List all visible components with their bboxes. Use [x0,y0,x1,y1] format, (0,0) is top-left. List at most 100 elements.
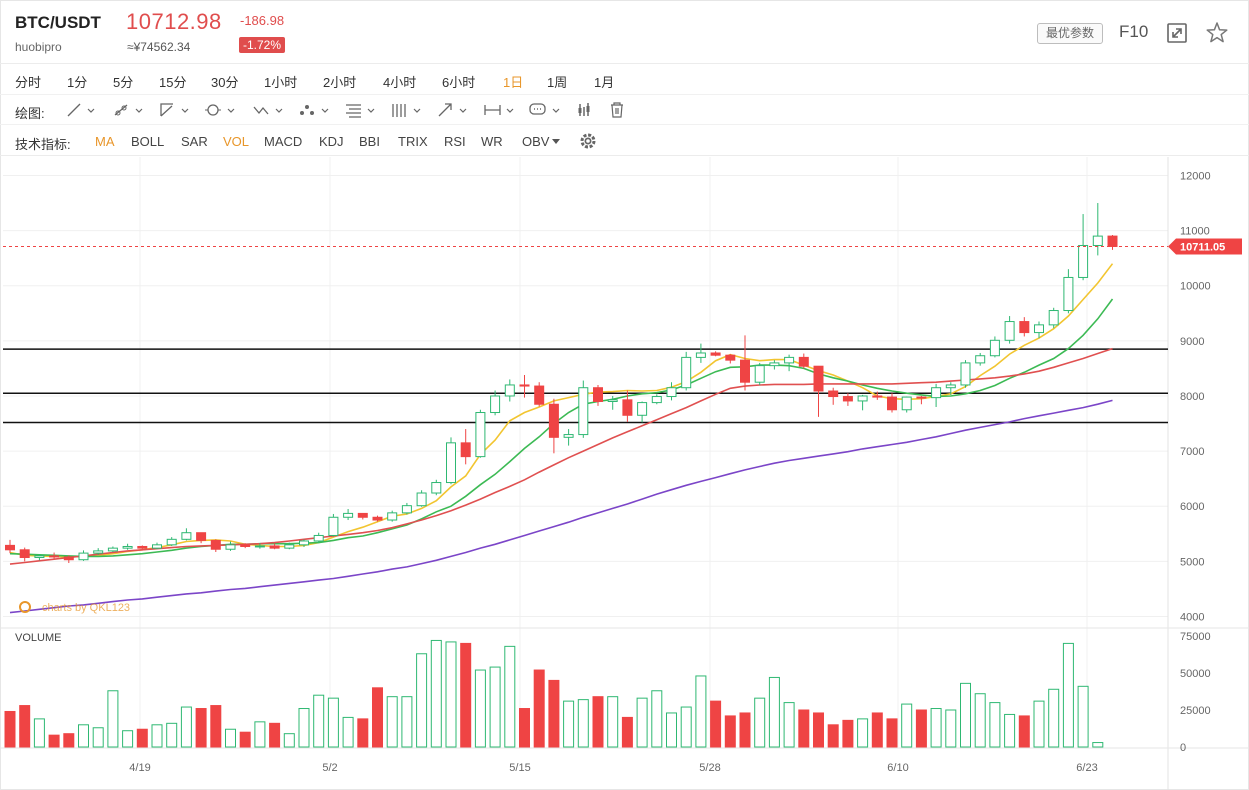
candle-body [725,354,736,361]
indicator-macd[interactable]: MACD [264,134,303,149]
indicator-ma[interactable]: MA [95,134,115,149]
ray-tool-icon[interactable] [110,99,144,121]
candle-body [313,534,324,542]
price-change: -186.98 [240,13,285,28]
volume-bar [666,712,677,748]
text-tool-icon[interactable] [527,99,561,121]
f10-button[interactable]: F10 [1119,22,1149,41]
candlestick-chart[interactable]: 4000 5000 6000 7000 8000 9000 10000 11000 12000 1… [0,157,1249,790]
arrow-tool-icon[interactable] [434,99,468,121]
volume-bar [166,722,178,748]
candle [695,343,706,363]
indicator-sar[interactable]: SAR [181,134,208,149]
fullscreen-icon[interactable] [1164,20,1190,46]
period-tab-1w[interactable]: 1周 [547,75,568,90]
indicator-kdj[interactable]: KDJ [319,134,344,149]
volume-bar [372,687,383,748]
drawing-tools-label: 绘图: [15,106,45,121]
volume-bar [78,724,89,748]
star-icon[interactable] [1204,20,1230,46]
candle-body [563,434,574,438]
candle [181,528,192,541]
ma-line-ma5 [9,263,1114,558]
period-tab-1mo[interactable]: 1月 [594,75,615,90]
obv-dropdown-chevron-icon[interactable] [551,138,561,146]
candle-body [842,396,853,402]
candle-body [401,505,412,514]
gann-tool-icon[interactable] [388,99,422,121]
period-tab-1min[interactable]: 1分 [67,75,88,90]
indicator-wr[interactable]: WR [481,134,503,149]
indicator-rsi[interactable]: RSI [444,134,466,149]
line-tool-icon[interactable] [62,99,96,121]
period-tab-5min[interactable]: 5分 [113,75,134,90]
chart-area[interactable]: 4000 5000 6000 7000 8000 9000 10000 11000 12000 1… [0,157,1249,790]
candle-body [1078,244,1089,278]
candle [269,543,280,550]
optimal-params-button[interactable]: 最优参数 [1037,23,1104,44]
period-tab-15min[interactable]: 15分 [159,75,187,90]
period-tab-30min[interactable]: 30分 [211,75,239,90]
candle [842,393,853,406]
candle-body [622,399,633,416]
wave-tool-icon[interactable] [250,99,284,121]
candle-body [254,545,265,548]
candle [872,391,883,400]
watermark-text: charts by QKL123 [42,602,130,614]
volume-bar [724,715,736,748]
fib-tool-icon[interactable] [342,99,376,121]
candle [137,545,148,550]
candle [225,541,236,551]
candle [710,351,721,357]
candle-body [446,442,456,484]
candle [740,335,750,391]
measure-tool-icon[interactable] [573,99,607,121]
candle-body [328,516,339,536]
candle-body [548,403,559,438]
price-tick-label: 8000 [1180,391,1204,403]
candle-body [578,387,589,436]
candle-body [798,356,809,367]
period-tab-4h[interactable]: 4小时 [383,75,417,90]
candle [1107,235,1118,250]
volume-bar [621,716,633,748]
indicator-bbi[interactable]: BBI [359,134,380,149]
volume-bar [1092,742,1104,748]
period-tab-2h[interactable]: 2小时 [323,75,357,90]
time-tick-label: 6/10 [887,762,908,774]
period-tab-6h[interactable]: 6小时 [442,75,476,90]
indicator-trix[interactable]: TRIX [398,134,428,149]
range-tool-icon[interactable] [481,99,515,121]
period-tab-1d[interactable]: 1日 [503,75,524,90]
volume-bar [945,709,957,748]
ma-line-ma60 [9,399,1113,614]
period-tab-time[interactable]: 分时 [15,75,42,90]
volume-bar [974,693,986,748]
volume-bar [151,724,163,748]
volume-bar [180,706,192,748]
candle [931,383,942,408]
watermark-logo-icon [19,601,31,613]
candle [637,401,648,423]
candle-body [989,339,1000,357]
pattern-tool-icon[interactable] [296,99,330,121]
last-price-label: 10711.05 [1180,242,1225,254]
trash-icon[interactable] [604,99,638,121]
price-tick-label: 12000 [1180,170,1211,182]
ticker-header: BTC/USDT huobipro 10712.98 ≈¥74562.34 -1… [0,0,1249,64]
circle-tool-icon[interactable] [202,99,236,121]
price-tick-label: 10000 [1180,281,1211,293]
volume-bar [122,730,134,748]
volume-bar [1062,642,1074,748]
indicator-boll[interactable]: BOLL [131,134,165,149]
gear-icon[interactable] [578,131,598,151]
volume-bar [225,728,236,748]
indicator-obv[interactable]: OBV [522,134,550,149]
candle [34,554,45,561]
time-tick-label: 5/15 [509,762,530,774]
period-tab-1h[interactable]: 1小时 [264,75,298,90]
indicator-vol[interactable]: VOL [223,134,250,149]
channel-tool-icon[interactable] [156,99,190,121]
price-tick-label: 9000 [1180,336,1204,348]
volume-bar [533,669,545,748]
